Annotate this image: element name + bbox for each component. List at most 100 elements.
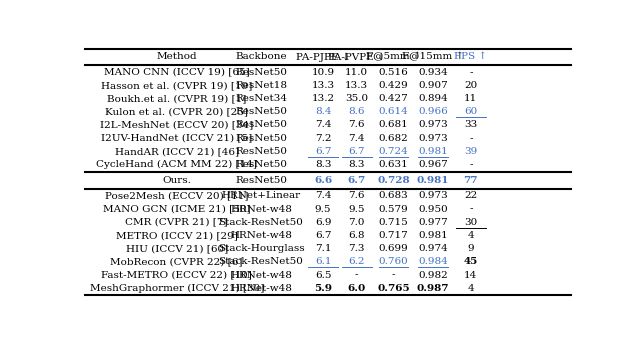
Text: 7.4: 7.4 [349,134,365,143]
Text: 7.4: 7.4 [315,191,332,200]
Text: 0.907: 0.907 [419,81,448,90]
Text: 0.579: 0.579 [379,205,408,213]
Text: 4: 4 [468,284,474,293]
Text: 22: 22 [464,191,477,200]
Text: HRNet-w48: HRNet-w48 [230,205,292,213]
Text: ResNet34: ResNet34 [235,94,287,103]
Text: 13.3: 13.3 [312,81,335,90]
Text: 0.981: 0.981 [419,147,448,156]
Text: METRO (ICCV 21) [29]: METRO (ICCV 21) [29] [116,231,237,240]
Text: 0.982: 0.982 [419,270,448,280]
Text: PA-PVPE ↓: PA-PVPE ↓ [328,53,385,61]
Text: 0.966: 0.966 [419,107,448,116]
Text: 0.724: 0.724 [379,147,408,156]
Text: 8.6: 8.6 [349,107,365,116]
Text: -: - [469,160,472,169]
Text: ResNet50: ResNet50 [235,147,287,156]
Text: 0.682: 0.682 [379,134,408,143]
Text: -: - [469,205,472,213]
Text: 7.0: 7.0 [349,218,365,227]
Text: 0.717: 0.717 [379,231,408,240]
Text: HRNet-w48: HRNet-w48 [230,231,292,240]
Text: Method: Method [156,53,197,61]
Text: 0.967: 0.967 [419,160,448,169]
Text: 39: 39 [464,147,477,156]
Text: ResNet18: ResNet18 [235,81,287,90]
Text: ResNet50: ResNet50 [235,120,287,130]
Text: HRNet+Linear: HRNet+Linear [221,191,301,200]
Text: 0.681: 0.681 [379,120,408,130]
Text: 0.429: 0.429 [379,81,408,90]
Text: 35.0: 35.0 [345,94,369,103]
Text: 6.0: 6.0 [348,284,366,293]
Text: -: - [469,134,472,143]
Text: 0.765: 0.765 [377,284,410,293]
Text: 9.5: 9.5 [315,205,332,213]
Text: ResNet50: ResNet50 [235,176,287,185]
Text: MobRecon (CVPR 22) [6]: MobRecon (CVPR 22) [6] [111,257,243,266]
Text: 6.7: 6.7 [348,176,366,185]
Text: 6.7: 6.7 [315,231,332,240]
Text: 6.6: 6.6 [314,176,332,185]
Text: 0.715: 0.715 [379,218,408,227]
Text: Kulon et al. (CVPR 20) [25]: Kulon et al. (CVPR 20) [25] [105,107,248,116]
Text: MeshGraphormer (ICCV 21) [30]: MeshGraphormer (ICCV 21) [30] [90,284,264,293]
Text: MANO CNN (ICCV 19) [65]: MANO CNN (ICCV 19) [65] [104,68,250,77]
Text: 0.950: 0.950 [419,205,448,213]
Text: 33: 33 [464,120,477,130]
Text: 7.6: 7.6 [349,120,365,130]
Text: 0.973: 0.973 [419,191,448,200]
Text: 0.516: 0.516 [379,68,408,77]
Text: 0.981: 0.981 [417,176,449,185]
Text: -: - [392,270,396,280]
Text: PA-PJPE ↓: PA-PJPE ↓ [296,53,350,62]
Text: F@5mm ↑: F@5mm ↑ [365,53,421,62]
Text: HIU (ICCV 21) [60]: HIU (ICCV 21) [60] [125,244,228,253]
Text: 5.9: 5.9 [314,284,332,293]
Text: MANO GCN (ICME 21) [50]: MANO GCN (ICME 21) [50] [103,205,250,213]
Text: 6.7: 6.7 [315,147,332,156]
Text: 60: 60 [464,107,477,116]
Text: -: - [469,68,472,77]
Text: -: - [355,270,358,280]
Text: 9: 9 [468,244,474,253]
Text: 10.9: 10.9 [312,68,335,77]
Text: 11: 11 [464,94,477,103]
Text: 0.987: 0.987 [417,284,449,293]
Text: 0.984: 0.984 [419,257,448,266]
Text: Ours.: Ours. [163,176,191,185]
Text: 0.973: 0.973 [419,134,448,143]
Text: HRNet-w48: HRNet-w48 [230,270,292,280]
Text: 77: 77 [463,176,478,185]
Text: Boukh.et al. (CVPR 19) [1]: Boukh.et al. (CVPR 19) [1] [107,94,246,103]
Text: 0.981: 0.981 [419,231,448,240]
Text: ResNet50: ResNet50 [235,134,287,143]
Text: 7.4: 7.4 [315,120,332,130]
Text: I2L-MeshNet (ECCV 20) [34]: I2L-MeshNet (ECCV 20) [34] [100,120,253,130]
Text: CMR (CVPR 21) [7]: CMR (CVPR 21) [7] [125,218,228,227]
Text: 0.728: 0.728 [377,176,410,185]
Text: 7.1: 7.1 [315,244,332,253]
Text: F@15mm ↑: F@15mm ↑ [402,53,464,62]
Text: Stack-Hourglass: Stack-Hourglass [218,244,305,253]
Text: 6.1: 6.1 [315,257,332,266]
Text: 0.683: 0.683 [379,191,408,200]
Text: 20: 20 [464,81,477,90]
Text: 13.3: 13.3 [345,81,369,90]
Text: 6.8: 6.8 [349,231,365,240]
Text: Stack-ResNet50: Stack-ResNet50 [219,257,303,266]
Text: 0.977: 0.977 [419,218,448,227]
Text: 0.760: 0.760 [379,257,408,266]
Text: Hasson et al. (CVPR 19) [19]: Hasson et al. (CVPR 19) [19] [101,81,252,90]
Text: 13.2: 13.2 [312,94,335,103]
Text: 6.5: 6.5 [315,270,332,280]
Text: Backbone: Backbone [236,53,287,61]
Text: Stack-ResNet50: Stack-ResNet50 [219,218,303,227]
Text: 30: 30 [464,218,477,227]
Text: 11.0: 11.0 [345,68,369,77]
Text: Pose2Mesh (ECCV 20) [11]: Pose2Mesh (ECCV 20) [11] [105,191,248,200]
Text: ResNet50: ResNet50 [235,107,287,116]
Text: 8.3: 8.3 [349,160,365,169]
Text: 0.631: 0.631 [379,160,408,169]
Text: 9.5: 9.5 [349,205,365,213]
